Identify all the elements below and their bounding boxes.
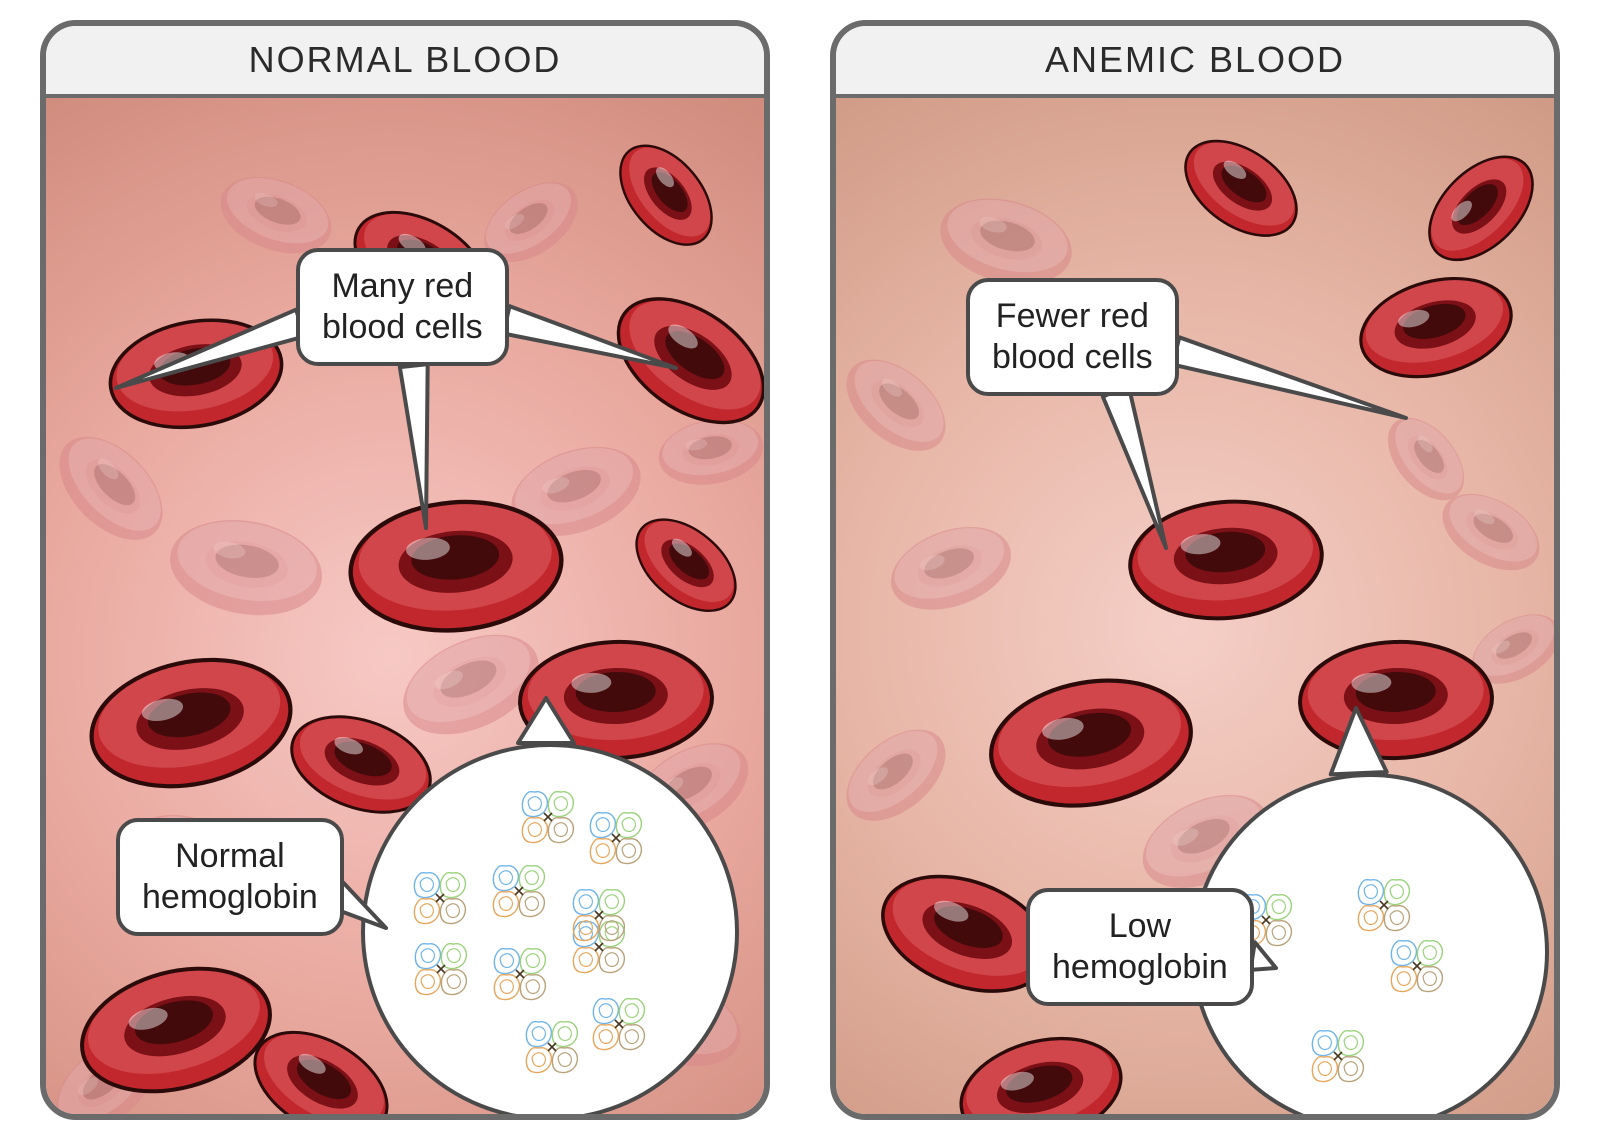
hemoglobin-molecule bbox=[484, 856, 554, 926]
callout-hemo_callout: Lowhemoglobin bbox=[1026, 888, 1254, 1006]
rbc-cell bbox=[1407, 134, 1556, 283]
panel-title-anemic: ANEMIC BLOOD bbox=[836, 26, 1554, 98]
panel-normal: NORMAL BLOOD bbox=[40, 20, 770, 1120]
hemoglobin-zoom bbox=[361, 743, 739, 1120]
rbc-cell bbox=[98, 303, 295, 444]
callout-hemo_callout: Normalhemoglobin bbox=[116, 818, 344, 936]
blood-area-anemic: Fewer redblood cells Lowhemoglobin bbox=[836, 98, 1554, 1114]
rbc-cell bbox=[1121, 490, 1331, 631]
rbc-ghost bbox=[830, 708, 966, 842]
blood-area-normal: Many redblood cells Normalhemoglobin bbox=[46, 98, 764, 1114]
rbc-cell bbox=[616, 498, 756, 632]
hemoglobin-molecule bbox=[564, 880, 634, 950]
rbc-cell bbox=[976, 661, 1205, 826]
rbc-cell bbox=[1294, 635, 1498, 766]
panel-anemic: ANEMIC BLOOD bbox=[830, 20, 1560, 1120]
hemoglobin-molecule bbox=[405, 863, 475, 933]
hemoglobin-molecule bbox=[513, 782, 583, 852]
hemoglobin-molecule bbox=[406, 934, 476, 1004]
rbc-cell bbox=[599, 125, 733, 265]
hemoglobin-molecule bbox=[1382, 931, 1452, 1001]
rbc-ghost bbox=[159, 505, 334, 630]
rbc-cell bbox=[1346, 259, 1526, 396]
rbc-ghost bbox=[876, 508, 1026, 628]
callout-rbc_callout: Fewer redblood cells bbox=[966, 278, 1179, 396]
callout-rbc_callout: Many redblood cells bbox=[296, 248, 509, 366]
rbc-ghost bbox=[40, 414, 185, 563]
rbc-cell bbox=[340, 489, 571, 644]
panel-title-normal: NORMAL BLOOD bbox=[46, 26, 764, 98]
rbc-cell bbox=[945, 1018, 1136, 1120]
hemoglobin-molecule bbox=[517, 1012, 587, 1082]
figure-stage: NORMAL BLOOD bbox=[40, 20, 1560, 1120]
hemoglobin-molecule bbox=[1303, 1021, 1373, 1091]
rbc-cell bbox=[1165, 118, 1318, 259]
hemoglobin-molecule bbox=[584, 989, 654, 1059]
rbc-cell bbox=[75, 638, 307, 809]
hemoglobin-molecule bbox=[1349, 870, 1419, 940]
hemoglobin-molecule bbox=[485, 939, 555, 1009]
rbc-ghost bbox=[830, 338, 966, 472]
hemoglobin-molecule bbox=[581, 803, 651, 873]
